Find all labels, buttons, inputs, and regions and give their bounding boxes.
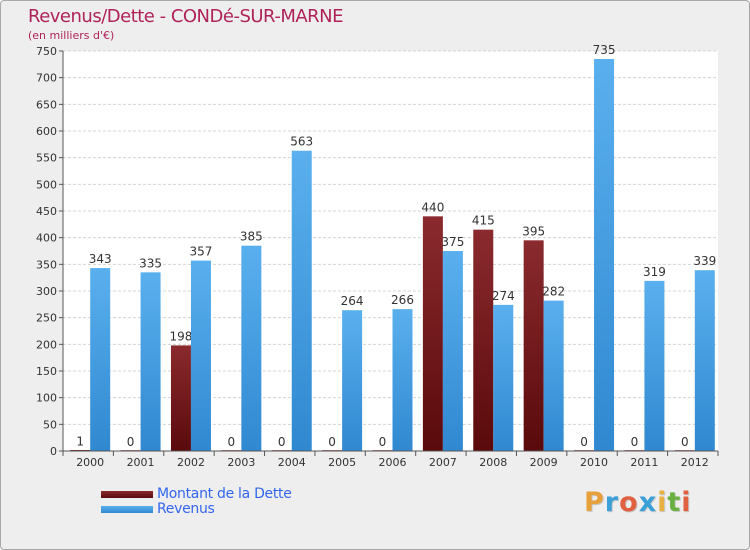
bar-revenus [342,310,363,451]
bar-dette [473,229,494,451]
y-tick-label: 750 [36,45,57,58]
legend-swatch-revenus [101,506,153,513]
x-tick-label: 2001 [127,456,155,469]
data-label-revenus: 735 [593,43,616,57]
data-label-revenus: 282 [542,285,565,299]
y-tick-label: 250 [36,312,57,325]
data-label-revenus: 335 [139,256,162,270]
data-label-dette: 0 [631,435,639,449]
plot-area [63,51,718,451]
y-tick-label: 150 [36,365,57,378]
data-label-revenus: 385 [240,230,263,244]
bar-revenus [694,270,715,451]
bar-revenus [241,245,262,451]
x-tick-label: 2007 [429,456,457,469]
bar-revenus [140,272,161,451]
logo-letter: x [638,487,658,518]
data-label-revenus: 563 [290,135,313,149]
y-tick-label: 50 [43,418,57,431]
y-tick-label: 400 [36,232,57,245]
logo-letter: i [657,487,668,518]
data-label-dette: 0 [580,435,588,449]
legend-label-revenus: Revenus [157,501,215,517]
data-label-dette: 0 [127,435,135,449]
logo-letter: t [667,487,682,518]
x-tick-label: 2012 [681,456,709,469]
proxiti-logo: Proxiti [584,487,692,518]
data-label-revenus: 357 [190,245,213,259]
x-tick-label: 2003 [227,456,255,469]
legend-label-dette: Montant de la Dette [157,486,292,502]
data-label-revenus: 375 [441,235,464,249]
x-tick-label: 2000 [76,456,104,469]
y-tick-label: 300 [36,285,57,298]
chart-subtitle: (en milliers d'€) [28,29,115,42]
y-tick-label: 100 [36,392,57,405]
data-label-revenus: 266 [391,293,414,307]
y-tick-label: 350 [36,258,57,271]
data-label-revenus: 343 [89,252,112,266]
data-label-revenus: 339 [693,254,716,268]
bar-revenus [644,280,665,451]
logo-letter: P [584,487,605,518]
legend-swatch-dette [101,491,153,498]
data-label-revenus: 274 [492,289,515,303]
data-label-dette: 415 [472,214,495,228]
x-tick-label: 2009 [530,456,558,469]
x-tick-label: 2006 [379,456,407,469]
bar-revenus [392,309,413,451]
bar-dette [170,345,191,451]
y-tick-label: 600 [36,125,57,138]
y-tick-label: 200 [36,338,57,351]
bar-dette [422,216,443,451]
data-label-dette: 198 [170,329,193,343]
bar-revenus [291,150,312,451]
x-tick-label: 2011 [630,456,658,469]
x-tick-label: 2010 [580,456,608,469]
data-label-dette: 0 [328,435,336,449]
bar-revenus [90,268,111,451]
logo-letter: o [619,487,639,518]
bar-revenus [543,300,564,451]
data-label-dette: 0 [278,435,286,449]
bar-revenus [442,251,463,451]
x-tick-label: 2004 [278,456,306,469]
chart-title: Revenus/Dette - CONDé-SUR-MARNE [28,6,344,27]
x-tick-label: 2008 [479,456,507,469]
data-label-revenus: 319 [643,265,666,279]
y-tick-label: 0 [50,445,57,458]
y-tick-label: 500 [36,178,57,191]
bar-revenus [594,59,615,451]
y-tick-label: 450 [36,205,57,218]
logo-letter: r [604,487,620,518]
logo-letter: i [681,487,692,518]
data-label-dette: 395 [522,224,545,238]
data-label-dette: 1 [76,434,84,448]
x-tick-label: 2002 [177,456,205,469]
bar-revenus [190,260,211,451]
y-tick-label: 550 [36,152,57,165]
bar-dette [523,240,544,451]
data-label-dette: 440 [421,200,444,214]
data-label-revenus: 264 [341,294,364,308]
x-tick-label: 2005 [328,456,356,469]
data-label-dette: 0 [681,435,689,449]
y-tick-label: 650 [36,98,57,111]
data-label-dette: 0 [379,435,387,449]
bar-revenus [493,304,514,451]
data-label-dette: 0 [228,435,236,449]
y-tick-label: 700 [36,72,57,85]
